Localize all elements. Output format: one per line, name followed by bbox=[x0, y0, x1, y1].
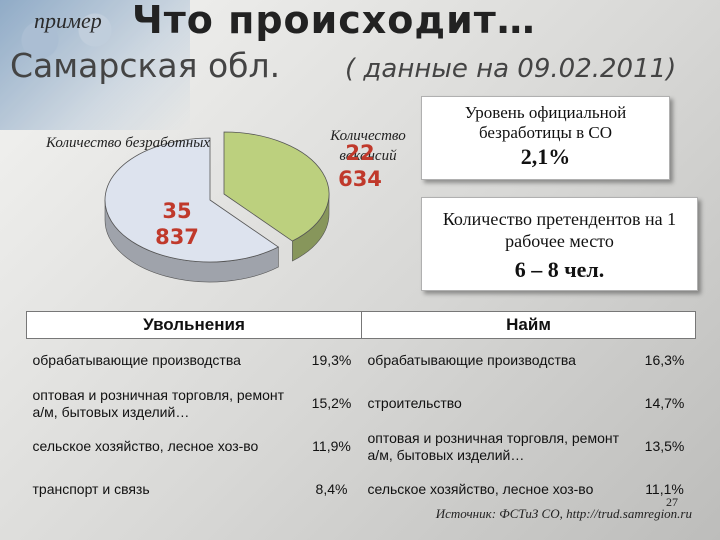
dismissal-industry: обрабатывающие производства bbox=[32, 352, 241, 368]
source-note: Источник: ФСТиЗ СО, http://trud.samregio… bbox=[435, 506, 692, 521]
unemployment-rate-box: Уровень официальной безработицы в СО 2,1… bbox=[421, 96, 670, 180]
hiring-industry: оптовая и розничная торговля, ремонт а/м… bbox=[367, 429, 620, 463]
date-note: ( данные на 09.02.2011) bbox=[345, 54, 677, 84]
page-subtitle: Самарская обл. bbox=[10, 46, 281, 85]
pie-slice-vacancies bbox=[223, 131, 330, 242]
pie-value-vacancies: 22 634 bbox=[338, 141, 382, 191]
table-row: обрабатывающие производства 19,3% обраба… bbox=[27, 339, 696, 383]
hiring-industry: строительство bbox=[367, 395, 462, 411]
dismissal-share: 19,3% bbox=[311, 352, 352, 368]
hiring-share: 11,1% bbox=[645, 481, 684, 497]
puzzle-decoration bbox=[0, 0, 190, 130]
unemployment-rate-label: Уровень официальной безработицы в СО bbox=[464, 103, 627, 142]
applicants-box: Количество претендентов на 1 рабочее мес… bbox=[421, 197, 698, 291]
dismissal-industry: сельское хозяйство, лесное хоз-во bbox=[32, 438, 259, 454]
industry-table: Увольнения Найм обрабатывающие производс… bbox=[25, 311, 697, 511]
table-row: транспорт и связь 8,4% сельское хозяйств… bbox=[27, 468, 696, 511]
dismissals-header: Увольнения bbox=[25, 311, 363, 339]
hiring-share: 13,5% bbox=[644, 438, 685, 454]
dismissal-industry: оптовая и розничная торговля, ремонт а/м… bbox=[32, 386, 285, 420]
table-row: оптовая и розничная торговля, ремонт а/м… bbox=[27, 382, 696, 425]
page-number: 27 bbox=[666, 495, 678, 509]
page-title: Что происходит… bbox=[132, 0, 536, 42]
dismissal-share: 11,9% bbox=[312, 438, 351, 454]
hiring-industry: сельское хозяйство, лесное хоз-во bbox=[367, 481, 594, 497]
pie-value-unemployed: 35 837 bbox=[155, 199, 199, 249]
hiring-share: 16,3% bbox=[644, 352, 685, 368]
pie-slice-unemployed bbox=[104, 137, 280, 263]
pie-label-vacancies: Количество вакансий bbox=[330, 128, 406, 164]
unemployment-rate-value: 2,1% bbox=[520, 144, 571, 169]
applicants-value: 6 – 8 чел. bbox=[514, 257, 605, 282]
dismissal-industry: транспорт и связь bbox=[32, 481, 150, 497]
hiring-share: 14,7% bbox=[644, 395, 685, 411]
table-row: сельское хозяйство, лесное хоз-во 11,9% … bbox=[27, 425, 696, 468]
dismissal-share: 15,2% bbox=[311, 395, 352, 411]
pie-chart bbox=[104, 131, 330, 283]
applicants-label: Количество претендентов на 1 рабочее мес… bbox=[442, 209, 677, 251]
dismissal-share: 8,4% bbox=[315, 481, 348, 497]
example-label: пример bbox=[34, 8, 102, 33]
hiring-header: Найм bbox=[361, 311, 697, 339]
hiring-industry: обрабатывающие производства bbox=[367, 352, 576, 368]
pie-label-unemployed: Количество безработных bbox=[46, 135, 211, 151]
